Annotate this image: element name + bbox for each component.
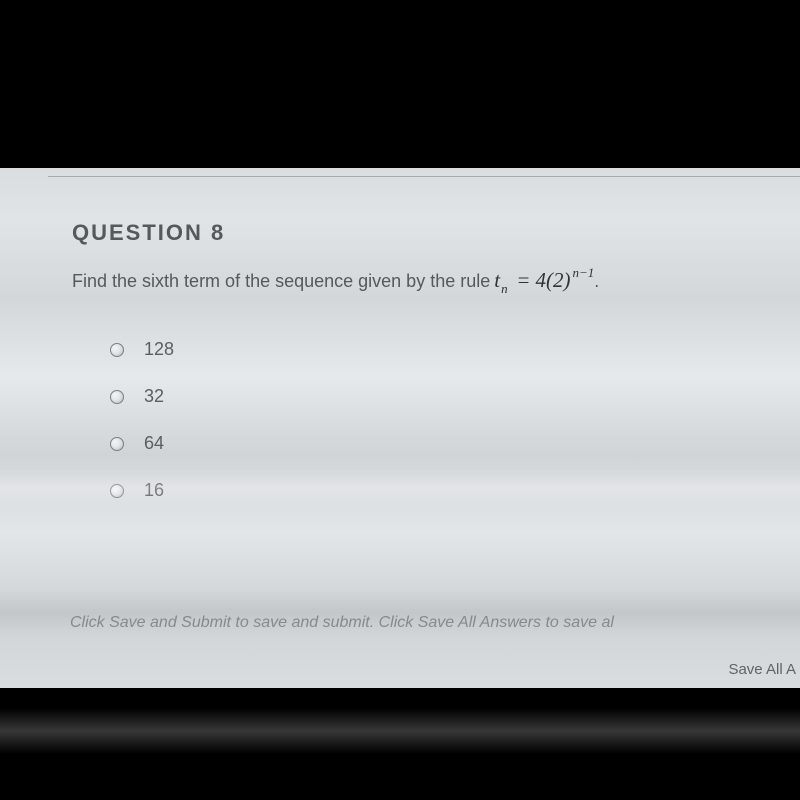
question-prompt: Find the sixth term of the sequence give… [72,268,752,293]
radio-icon[interactable] [110,484,124,498]
prompt-text: Find the sixth term of the sequence give… [72,271,490,292]
formula-paren-close: ) [563,268,570,293]
question-block: QUESTION 8 Find the sixth term of the se… [0,168,800,501]
formula: tn = 4(2)n−1 [494,268,594,293]
formula-var: t [494,268,500,293]
submit-instructions: Click Save and Submit to save and submit… [70,614,800,632]
quiz-panel: QUESTION 8 Find the sixth term of the se… [0,168,800,688]
prompt-suffix: . [594,271,599,292]
formula-coef: 4 [535,268,546,293]
options-group: 128 32 64 16 [110,339,752,501]
option-2[interactable]: 64 [110,433,752,454]
option-1[interactable]: 32 [110,386,752,407]
option-label: 128 [144,339,174,360]
radio-icon[interactable] [110,343,124,357]
option-0[interactable]: 128 [110,339,752,360]
formula-paren-open: ( [546,268,553,293]
radio-icon[interactable] [110,437,124,451]
screen-glare [0,708,800,754]
option-label: 32 [144,386,164,407]
formula-subscript: n [501,281,508,297]
question-heading: QUESTION 8 [72,220,752,246]
save-all-button[interactable]: Save All A [728,661,796,678]
option-label: 16 [144,480,164,501]
radio-icon[interactable] [110,390,124,404]
formula-base: 2 [553,268,564,293]
formula-exponent: n−1 [572,265,594,281]
option-3[interactable]: 16 [110,480,752,501]
option-label: 64 [144,433,164,454]
formula-equals: = [518,268,530,293]
